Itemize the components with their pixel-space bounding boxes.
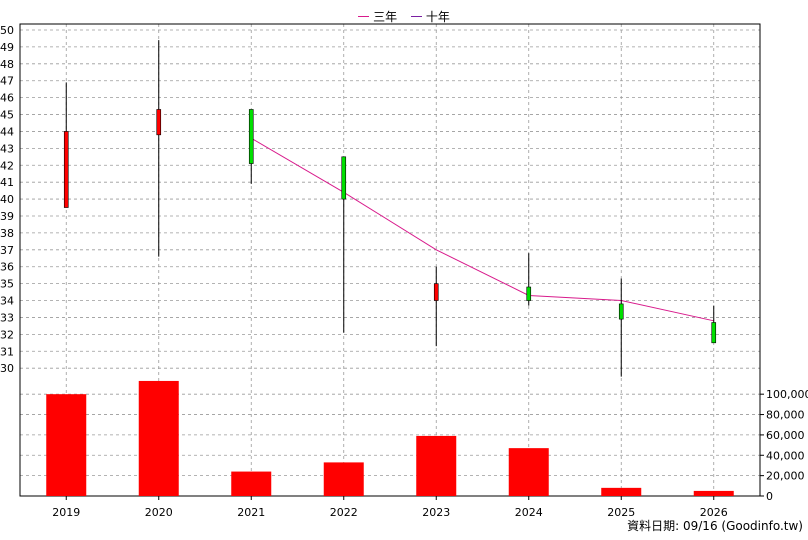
year-tick-label: 2024 [515,506,543,519]
candle-body [711,322,717,344]
price-tick-label: 44 [0,125,14,138]
price-tick-label: 42 [0,159,14,172]
price-tick-label: 38 [0,227,14,240]
price-tick-label: 35 [0,278,14,291]
plot-border [19,23,761,497]
price-tick-label: 46 [0,92,14,105]
price-tick-label: 36 [0,261,14,274]
candle-body [618,303,624,320]
year-tick-label: 2026 [700,506,728,519]
plot-frame [19,23,761,497]
volume-bar [416,435,457,496]
year-tick-label: 2025 [607,506,635,519]
year-tick-label: 2019 [52,506,80,519]
price-tick-label: 37 [0,244,14,257]
price-tick-label: 39 [0,210,14,223]
price-tick-label: 47 [0,75,14,88]
volume-tick-label: 40,000 [766,449,805,462]
legend-item-ten-year: 十年 [410,8,450,25]
three-year-line [250,137,714,322]
volume-bar [46,394,87,496]
data-date-credit: 資料日期: 09/16 (Goodinfo.tw) [627,519,803,533]
price-tick-label: 31 [0,345,14,358]
volume-tick-label: 20,000 [766,470,805,483]
candle-body [526,286,532,301]
legend-swatch-three-year [358,16,370,17]
grid-lines [20,24,760,497]
price-tick-label: 32 [0,328,14,341]
volume-bar [508,448,549,496]
year-tick-label: 2022 [330,506,358,519]
legend-label-three-year: 三年 [373,10,398,24]
volume-bar [601,487,642,496]
price-tick-label: 48 [0,58,14,71]
average-lines [250,137,714,322]
candle-body [433,283,439,301]
volume-tick-label: 80,000 [766,409,805,422]
price-tick-label: 34 [0,295,14,308]
volume-tick-label: 60,000 [766,429,805,442]
price-tick-label: 49 [0,41,14,54]
volume-bars [46,380,734,496]
volume-bar [693,490,734,496]
volume-bar [231,471,272,496]
volume-bar [138,380,179,496]
price-tick-label: 40 [0,193,14,206]
price-tick-label: 45 [0,109,14,122]
volume-tick-label: 100,000 [766,388,808,401]
volume-tick-label: 0 [766,490,773,503]
chart-legend: 三年 十年 [0,6,808,25]
price-tick-label: 33 [0,311,14,324]
year-tick-label: 2023 [422,506,450,519]
volume-axis: 0 20,000 40,000 60,000 80,000 100,000 [760,388,808,503]
candle-body [156,109,162,136]
price-tick-label: 41 [0,176,14,189]
volume-bar [323,462,364,496]
year-tick-label: 2021 [237,506,265,519]
price-tick-label: 50 [0,24,14,37]
price-tick-label: 30 [0,362,14,375]
year-tick-label: 2020 [145,506,173,519]
price-tick-label: 43 [0,142,14,155]
year-axis: 2019 2020 2021 2022 2023 2024 2025 2026 [52,496,728,519]
legend-item-three-year: 三年 [358,8,397,25]
candlesticks [63,40,717,377]
candle-body [63,131,69,208]
price-axis: 30 31 32 33 34 35 36 37 38 39 40 41 42 43 44 45 46 47 48 49… [0,24,14,375]
legend-label-ten-year: 十年 [425,10,450,24]
candle-body [248,109,254,164]
legend-swatch-ten-year [410,16,422,17]
candle-body [341,156,347,200]
